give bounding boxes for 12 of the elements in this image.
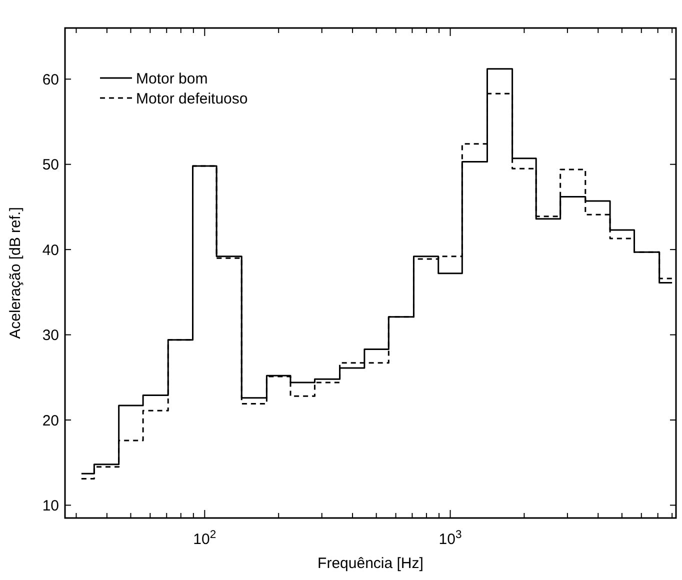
y-axis-title: Aceleração [dB ref.] (7, 207, 24, 339)
x-tick-label: 10$^{2}$ (193, 529, 216, 548)
y-tick-label: 20 (42, 412, 59, 430)
y-tick-label: 60 (42, 71, 59, 88)
y-tick-label: 10 (42, 497, 59, 514)
legend-label: Motor bom (136, 70, 208, 88)
x-tick-label: 10$^{3}$ (438, 529, 462, 548)
y-tick-label: 50 (42, 156, 59, 174)
x-axis-title: Frequência [Hz] (318, 555, 424, 572)
y-tick-label: 30 (42, 327, 59, 344)
legend-label: Motor defeituoso (136, 90, 248, 108)
y-tick-label: 40 (42, 242, 59, 259)
